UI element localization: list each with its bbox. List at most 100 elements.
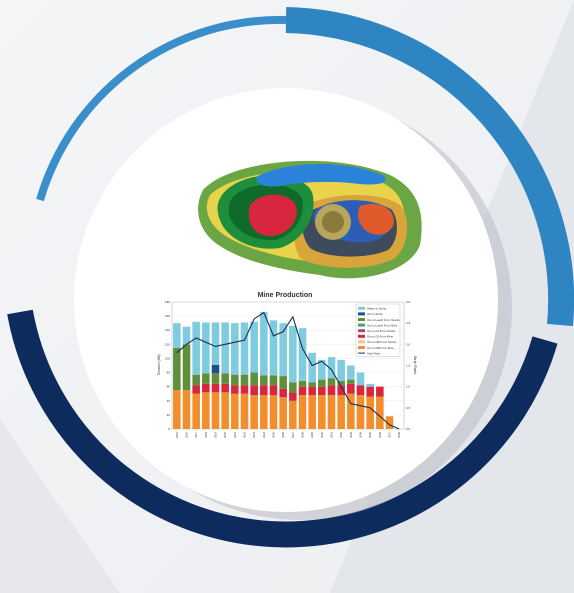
legend-label: Ore to Leach From Mine	[367, 323, 398, 327]
y2-tick-label: 1.0	[406, 385, 411, 389]
bar-segment-leach_stocks	[347, 379, 355, 384]
bar-segment-mill_mine	[318, 395, 326, 429]
bar-segment-waste	[221, 322, 229, 374]
inner-ring-arc	[7, 309, 558, 548]
x-tick-label: 2016	[185, 431, 189, 437]
bar-segment-leach_stocks	[231, 374, 239, 386]
bar-segment-waste	[250, 321, 258, 373]
bar-segment-leach_stocks	[192, 374, 200, 386]
x-tick-label: 2037	[388, 431, 392, 437]
x-tick-label: 2015	[175, 431, 179, 437]
legend-swatch	[358, 346, 365, 349]
outer-ring-arc	[285, 7, 574, 327]
y-tick-label: 20	[167, 413, 171, 417]
x-tick-label: 2031	[330, 431, 334, 437]
bar-segment-mill_mine	[347, 393, 355, 429]
y2-tick-label: 0.0	[406, 427, 411, 431]
x-tick-label: 2032	[339, 431, 343, 437]
bar-segment-leach_stocks	[337, 381, 345, 386]
bar-segment-leach_stocks	[279, 376, 287, 389]
bar-segment-gil_mine	[376, 386, 384, 397]
bar-segment-mill_mine	[250, 395, 258, 429]
y-axis-label: Tonnes (Mt)	[156, 354, 161, 376]
outer-ring-arc	[36, 15, 287, 202]
bar-segment-gil_mine	[221, 383, 229, 393]
y-tick-label: 80	[167, 371, 171, 375]
bar-segment-mill_mine	[279, 397, 287, 429]
bar-segment-gil_mine	[192, 385, 200, 394]
legend-swatch	[358, 312, 365, 316]
bar-segment-waste	[211, 322, 220, 365]
bar-segment-waste	[298, 328, 307, 382]
bar-segment-gil_mine	[318, 386, 326, 396]
bar-segment-leach_stocks	[182, 344, 191, 391]
y2-tick-label: 1.5	[406, 364, 411, 368]
x-tick-label: 2026	[281, 431, 285, 437]
bar-segment-mill_mine	[376, 396, 384, 429]
bar-segment-mill_mine	[356, 395, 365, 429]
y2-tick-label: 0.5	[406, 406, 411, 410]
bar-segment-mill_mine	[211, 392, 220, 429]
legend-swatch	[358, 318, 365, 321]
y-tick-label: 60	[167, 385, 171, 389]
chart-title: Mine Production	[258, 292, 313, 299]
bar-segment-gil_mine	[337, 385, 345, 396]
mine-pit-image	[198, 160, 422, 279]
bar-segment-gil_mine	[240, 385, 249, 394]
x-tick-label: 2028	[301, 431, 305, 437]
y2-tick-label: 2.0	[406, 342, 411, 346]
bar-segment-leach_stocks	[298, 381, 307, 387]
bar-segment-mill_mine	[308, 395, 316, 429]
bar-segment-waste	[173, 323, 181, 348]
bar-segment-waste	[366, 383, 374, 387]
legend-label: Ore to Leach From Stocks	[367, 318, 400, 322]
bar-segment-gil_mine	[308, 386, 316, 396]
bar-segment-leach_stocks	[318, 379, 326, 387]
bar-segment-leach_stocks	[269, 375, 278, 386]
x-tick-label: 2019	[214, 431, 218, 437]
bar-segment-mill_mine	[366, 396, 374, 429]
legend-label: Strip Ratio	[367, 351, 381, 355]
content-disk	[74, 88, 498, 512]
bar-segment-leach_stocks	[221, 373, 229, 384]
bar-segment-waste	[327, 357, 336, 379]
background-shape	[0, 420, 120, 593]
bar-segment-leach_stocks	[289, 382, 297, 393]
legend-swatch	[358, 306, 365, 310]
bar-segment-ore_stock	[211, 364, 220, 374]
bar-segment-leach_stocks	[327, 378, 336, 386]
legend-label: Waste to Dump	[367, 307, 387, 311]
x-tick-label: 2029	[310, 431, 314, 437]
y-tick-label: 160	[165, 314, 170, 318]
bar-segment-waste	[231, 323, 239, 375]
bar-segment-leach_stocks	[173, 347, 181, 391]
bar-segment-waste	[260, 311, 268, 376]
bar-segment-gil_mine	[289, 392, 297, 401]
bar-segment-mill_mine	[192, 393, 200, 429]
bar-segment-leach_stocks	[308, 382, 316, 387]
legend-swatch	[358, 323, 365, 327]
x-tick-label: 2036	[378, 431, 382, 437]
legend-label: Ore to Mill From Mine	[367, 346, 394, 350]
x-tick-label: 2024	[262, 431, 266, 437]
legend-label: Ore to Mill From Stocks	[367, 340, 397, 344]
x-tick-label: 2018	[204, 431, 208, 437]
y-tick-label: 100	[165, 356, 170, 360]
bar-segment-gil_mine	[211, 383, 220, 393]
bar-segment-gil_mine	[327, 385, 336, 396]
bar-segment-mill_mine	[173, 390, 181, 429]
x-tick-label: 2027	[291, 431, 295, 437]
legend-label: Ore to Gil From Stocks	[367, 329, 396, 333]
y2-tick-label: 3.0	[406, 300, 411, 304]
bar-segment-gil_mine	[260, 385, 268, 396]
bar-segment-leach_stocks	[250, 372, 258, 386]
bar-segment-leach_stocks	[240, 374, 249, 386]
legend-label: Ore to Gil From Mine	[367, 335, 394, 339]
legend-swatch	[358, 334, 365, 338]
bar-segment-mill_mine	[298, 395, 307, 429]
mine-production-chart: Mine Production 0 20 40 60 80 100 120 140 160 180…	[156, 292, 418, 438]
x-tick-label: 2033	[349, 431, 353, 437]
strip-ratio-line	[176, 311, 400, 430]
y-tick-label: 0	[168, 427, 170, 431]
